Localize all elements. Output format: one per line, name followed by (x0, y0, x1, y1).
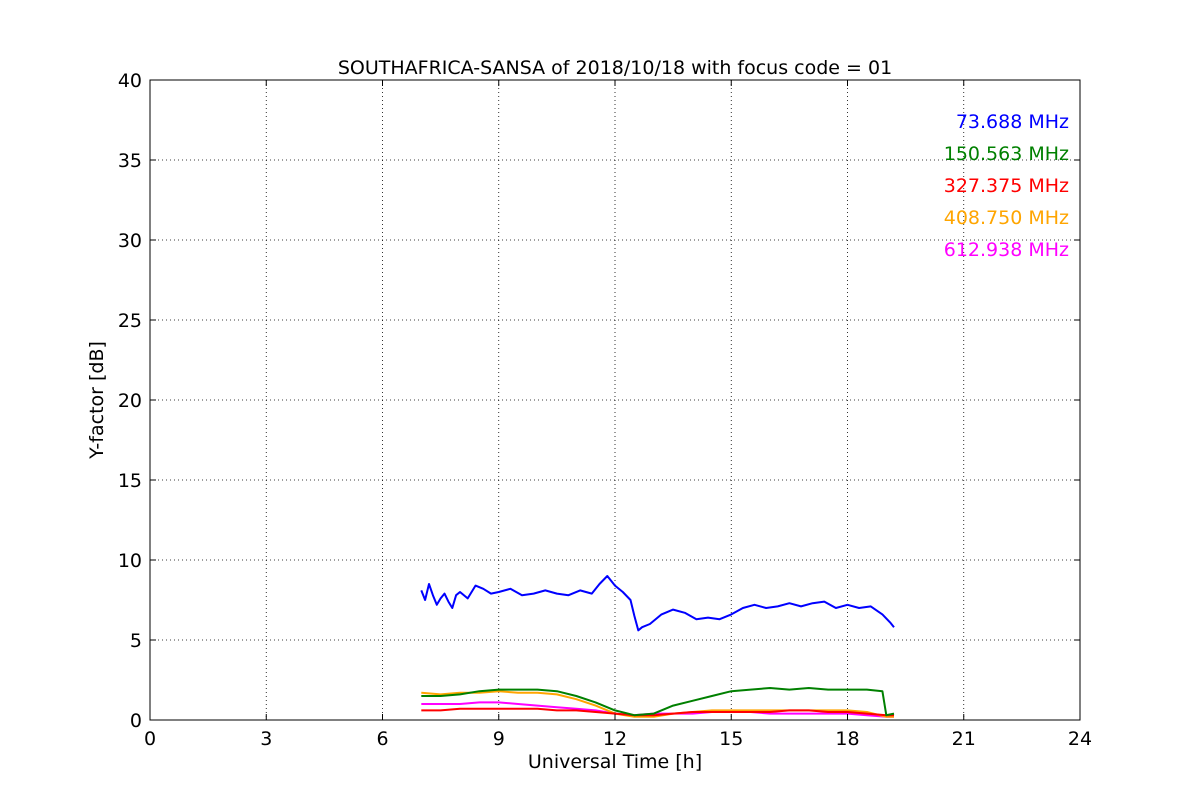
y-tick-label: 0 (130, 710, 142, 732)
ticks: 0 3 6 9 12 15 18 21 24 0 5 10 15 20 25 30 35 40 (118, 70, 1092, 750)
series-line-150-563-mhz (421, 687, 895, 717)
legend-entry: 327.375 MHz (944, 175, 1069, 197)
chart-title: SOUTHAFRICA-SANSA of 2018/10/18 with foc… (338, 57, 892, 79)
legend-entry: 612.938 MHz (944, 239, 1069, 261)
y-tick-label: 10 (118, 550, 142, 572)
x-tick-label: 9 (493, 728, 505, 750)
y-tick-label: 20 (118, 390, 142, 412)
y-tick-label: 30 (118, 230, 142, 252)
y-tick-label: 40 (118, 70, 142, 92)
x-tick-label: 24 (1068, 728, 1092, 750)
y-tick-label: 15 (118, 470, 142, 492)
legend-entry: 73.688 MHz (956, 111, 1069, 133)
x-axis-label: Universal Time [h] (528, 751, 702, 773)
y-axis-label: Y-factor [dB] (86, 341, 108, 460)
x-tick-label: 3 (260, 728, 272, 750)
x-tick-label: 18 (835, 728, 859, 750)
series-line-327-375-mhz (421, 707, 894, 717)
legend: 73.688 MHz 150.563 MHz 327.375 MHz 408.750 … (944, 111, 1069, 261)
legend-entry: 408.750 MHz (944, 207, 1069, 229)
x-tick-label: 21 (952, 728, 976, 750)
y-tick-label: 25 (118, 310, 142, 332)
series-layer (420, 575, 895, 718)
legend-entry: 150.563 MHz (944, 143, 1069, 165)
grid (150, 80, 1080, 720)
y-tick-label: 5 (130, 630, 142, 652)
y-tick-label: 35 (118, 150, 142, 172)
x-tick-label: 12 (603, 728, 627, 750)
x-tick-label: 6 (376, 728, 388, 750)
x-tick-label: 15 (719, 728, 743, 750)
series-line-73-688-mhz (420, 575, 895, 632)
x-tick-label: 0 (144, 728, 156, 750)
